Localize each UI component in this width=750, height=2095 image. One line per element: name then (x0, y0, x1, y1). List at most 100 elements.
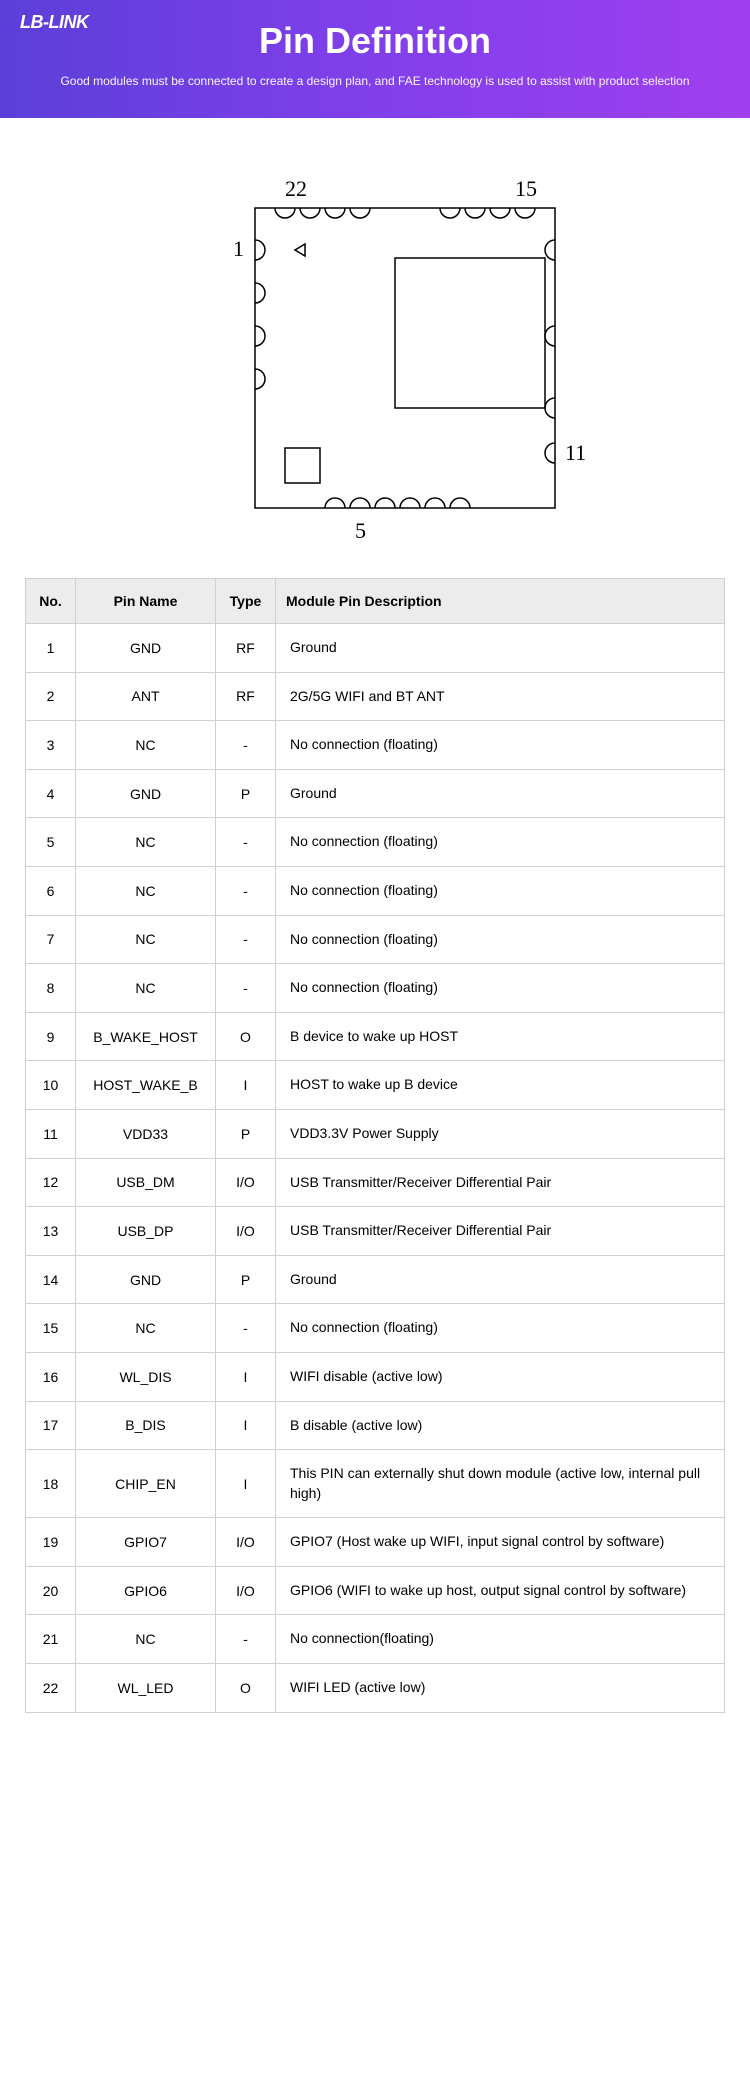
table-cell: P (216, 769, 276, 818)
table-cell: 3 (26, 721, 76, 770)
table-cell: - (216, 964, 276, 1013)
table-row: 21NC-No connection(floating) (26, 1615, 725, 1664)
pin-table: No. Pin Name Type Module Pin Description… (25, 578, 725, 1713)
table-row: 22WL_LEDOWIFI LED (active low) (26, 1664, 725, 1713)
table-cell: GPIO6 (76, 1566, 216, 1615)
pin-table-wrap: No. Pin Name Type Module Pin Description… (0, 578, 750, 1753)
table-cell: GPIO7 (76, 1518, 216, 1567)
table-row: 2ANTRF2G/5G WIFI and BT ANT (26, 672, 725, 721)
table-cell: I/O (216, 1207, 276, 1256)
table-header-row: No. Pin Name Type Module Pin Description (26, 579, 725, 624)
table-cell: RF (216, 672, 276, 721)
col-desc: Module Pin Description (276, 579, 725, 624)
table-cell: USB Transmitter/Receiver Differential Pa… (276, 1158, 725, 1207)
table-cell: 9 (26, 1012, 76, 1061)
table-cell: NC (76, 1304, 216, 1353)
header: LB-LINK Pin Definition Good modules must… (0, 0, 750, 118)
table-cell: 2G/5G WIFI and BT ANT (276, 672, 725, 721)
table-cell: - (216, 866, 276, 915)
table-cell: USB_DM (76, 1158, 216, 1207)
table-cell: 10 (26, 1061, 76, 1110)
pin-label-15: 15 (515, 176, 537, 201)
table-row: 13USB_DPI/OUSB Transmitter/Receiver Diff… (26, 1207, 725, 1256)
table-cell: 17 (26, 1401, 76, 1450)
col-type: Type (216, 579, 276, 624)
table-cell: - (216, 915, 276, 964)
table-row: 10HOST_WAKE_BIHOST to wake up B device (26, 1061, 725, 1110)
table-cell: 18 (26, 1450, 76, 1518)
pin-diagram: 22 15 1 11 5 (0, 118, 750, 578)
page-title: Pin Definition (0, 20, 750, 62)
table-cell: No connection (floating) (276, 915, 725, 964)
table-row: 11VDD33PVDD3.3V Power Supply (26, 1109, 725, 1158)
col-no: No. (26, 579, 76, 624)
table-cell: HOST_WAKE_B (76, 1061, 216, 1110)
table-cell: - (216, 721, 276, 770)
table-cell: O (216, 1664, 276, 1713)
table-row: 16WL_DISIWIFI disable (active low) (26, 1352, 725, 1401)
table-cell: NC (76, 964, 216, 1013)
table-cell: RF (216, 624, 276, 673)
table-cell: P (216, 1255, 276, 1304)
module-outline-svg: 22 15 1 11 5 (145, 168, 605, 548)
table-cell: I (216, 1352, 276, 1401)
table-cell: - (216, 1304, 276, 1353)
pin-label-1: 1 (233, 236, 244, 261)
table-row: 20GPIO6I/OGPIO6 (WIFI to wake up host, o… (26, 1566, 725, 1615)
table-cell: NC (76, 818, 216, 867)
table-cell: ANT (76, 672, 216, 721)
table-row: 3NC-No connection (floating) (26, 721, 725, 770)
table-cell: USB_DP (76, 1207, 216, 1256)
table-cell: 21 (26, 1615, 76, 1664)
table-cell: HOST to wake up B device (276, 1061, 725, 1110)
table-cell: USB Transmitter/Receiver Differential Pa… (276, 1207, 725, 1256)
table-cell: I (216, 1401, 276, 1450)
table-cell: NC (76, 915, 216, 964)
table-cell: 1 (26, 624, 76, 673)
table-cell: Ground (276, 624, 725, 673)
table-row: 6NC-No connection (floating) (26, 866, 725, 915)
table-cell: B device to wake up HOST (276, 1012, 725, 1061)
table-row: 17B_DISIB disable (active low) (26, 1401, 725, 1450)
table-cell: B disable (active low) (276, 1401, 725, 1450)
table-cell: GPIO7 (Host wake up WIFI, input signal c… (276, 1518, 725, 1567)
table-cell: VDD33 (76, 1109, 216, 1158)
table-cell: No connection (floating) (276, 721, 725, 770)
table-cell: 12 (26, 1158, 76, 1207)
table-row: 15NC-No connection (floating) (26, 1304, 725, 1353)
table-cell: Ground (276, 769, 725, 818)
table-cell: 8 (26, 964, 76, 1013)
table-cell: No connection (floating) (276, 1304, 725, 1353)
table-cell: 14 (26, 1255, 76, 1304)
table-cell: NC (76, 721, 216, 770)
table-cell: WIFI LED (active low) (276, 1664, 725, 1713)
table-row: 1GNDRFGround (26, 624, 725, 673)
table-cell: GND (76, 769, 216, 818)
table-cell: No connection (floating) (276, 866, 725, 915)
table-row: 9B_WAKE_HOSTOB device to wake up HOST (26, 1012, 725, 1061)
table-cell: 4 (26, 769, 76, 818)
table-cell: I/O (216, 1566, 276, 1615)
table-row: 12USB_DMI/OUSB Transmitter/Receiver Diff… (26, 1158, 725, 1207)
table-cell: NC (76, 1615, 216, 1664)
table-cell: GPIO6 (WIFI to wake up host, output sign… (276, 1566, 725, 1615)
table-cell: P (216, 1109, 276, 1158)
table-row: 18CHIP_ENIThis PIN can externally shut d… (26, 1450, 725, 1518)
table-row: 19GPIO7I/OGPIO7 (Host wake up WIFI, inpu… (26, 1518, 725, 1567)
table-row: 14GNDPGround (26, 1255, 725, 1304)
table-cell: - (216, 1615, 276, 1664)
table-cell: GND (76, 624, 216, 673)
table-cell: NC (76, 866, 216, 915)
table-cell: I/O (216, 1158, 276, 1207)
table-cell: No connection (floating) (276, 964, 725, 1013)
table-cell: Ground (276, 1255, 725, 1304)
table-cell: 13 (26, 1207, 76, 1256)
table-cell: 11 (26, 1109, 76, 1158)
pin-label-5: 5 (355, 518, 366, 543)
table-cell: 2 (26, 672, 76, 721)
table-cell: This PIN can externally shut down module… (276, 1450, 725, 1518)
table-row: 5NC-No connection (floating) (26, 818, 725, 867)
table-cell: 20 (26, 1566, 76, 1615)
logo: LB-LINK (20, 12, 88, 33)
table-cell: 5 (26, 818, 76, 867)
